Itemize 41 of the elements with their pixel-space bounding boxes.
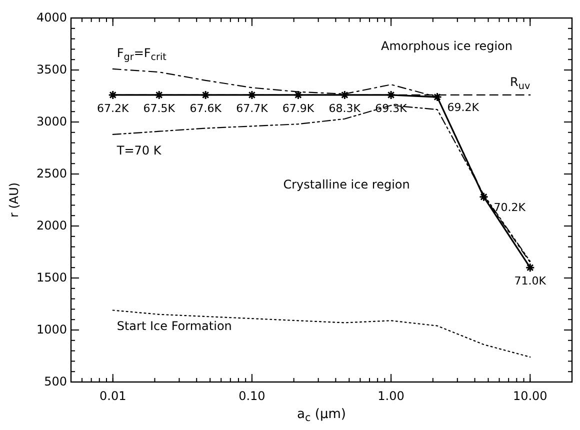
x-tick-label: 0.01 [100,389,126,403]
series-label: F$_{gr}$=F$_{crit}$ [116,46,167,63]
y-tick-label: 1000 [36,322,67,336]
annotation: 69.3K [375,102,408,115]
y-tick-label: 3000 [36,114,67,128]
y-axis-title: r (AU) [7,182,21,218]
annotation: 71.0K [514,274,547,288]
series-label: R$_{uv}$ [510,74,530,92]
y-tick-label: 2000 [36,218,67,232]
x-tick-label: 0.10 [238,389,266,403]
annotation: 67.6K [190,102,222,115]
annotation: 67.7K [236,102,269,115]
point [247,90,257,100]
annotation: 67.5K [143,102,176,115]
x-tick-label: 10.00 [512,389,548,403]
x-tick-label: 1.00 [378,389,404,403]
annotation: 69.2K [447,101,480,114]
annotation: 70.2K [494,200,526,214]
line-series [112,310,531,358]
y-tick-label: 4000 [36,10,67,24]
annotation: Amorphous ice region [381,39,512,54]
y-tick-label: 3500 [36,62,67,76]
point [293,90,303,100]
annotation: 67.2K [97,102,130,115]
x-axis-title: a$_{c}$ (μm) [297,407,346,424]
point [525,262,535,272]
y-tick-label: 2500 [36,166,67,180]
y-tick-label: 1500 [36,270,67,284]
y-tick-label: 500 [44,374,67,388]
point [340,90,350,100]
series-label: Start Ice Formation [116,319,232,334]
point [108,90,118,100]
annotation: 67.9K [282,102,315,115]
annotation: Crystalline ice region [283,178,410,192]
point [479,192,488,202]
point [154,90,164,100]
point [386,90,396,100]
annotation: 68.3K [328,102,362,115]
point [432,92,442,102]
point [200,90,210,100]
series-label: T=70 K [116,143,162,158]
